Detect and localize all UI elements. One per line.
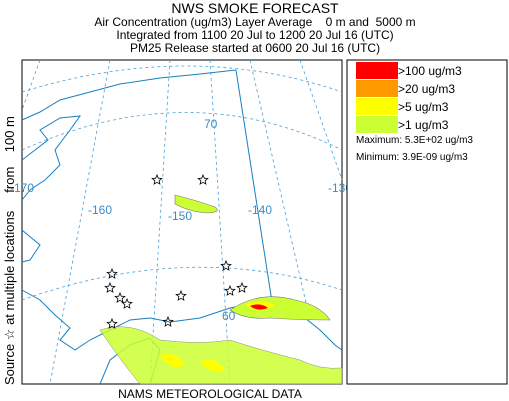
legend-frame <box>346 59 508 385</box>
grid-label: -130 <box>328 181 352 195</box>
legend-label: >1 ug/m3 <box>398 118 449 132</box>
grid-label: -140 <box>248 203 272 217</box>
grid-label: -150 <box>168 209 192 223</box>
source-star <box>151 173 163 185</box>
grid-label: -160 <box>88 203 112 217</box>
source-star <box>106 267 118 279</box>
source-star <box>236 281 248 293</box>
graticule <box>21 59 343 385</box>
maximum: Maximum: 5.3E+02 ug/m3 <box>356 135 473 146</box>
source-star <box>106 317 118 329</box>
grid-label: 70 <box>204 117 218 131</box>
smoke-plume <box>250 304 268 310</box>
legend-label: >100 ug/m3 <box>398 64 462 78</box>
graticule <box>21 65 343 93</box>
source-star <box>175 289 187 301</box>
map: -170 -160 -150 -140 -130 70 60 <box>10 59 352 385</box>
graticule <box>21 112 343 151</box>
legend-swatch <box>356 80 398 97</box>
minimum: Minimum: 3.9E-09 ug/m3 <box>356 152 468 163</box>
smoke-plume <box>174 194 218 214</box>
source-star <box>197 173 209 185</box>
smoke-plume <box>99 326 343 385</box>
source-star <box>121 297 133 309</box>
source-star <box>220 259 232 271</box>
legend-label: >5 ug/m3 <box>398 100 449 114</box>
source-star <box>104 281 116 293</box>
source-star <box>224 284 236 296</box>
grid-label: -170 <box>10 181 34 195</box>
header-line: Air Concentration (ug/m3) Layer Average … <box>94 15 415 29</box>
coastline <box>21 69 343 385</box>
source-star <box>114 291 126 303</box>
border <box>235 69 273 303</box>
map-frame <box>21 59 343 385</box>
header-line: PM25 Release started at 0600 20 Jul 16 (… <box>130 41 380 55</box>
legend-swatch <box>356 62 398 79</box>
legend-swatch <box>356 116 398 133</box>
smoke-plume <box>160 353 225 372</box>
graticule <box>21 266 343 301</box>
legend-swatch <box>356 98 398 115</box>
legend-label: >20 ug/m3 <box>398 82 455 96</box>
side-label: Source ☆ at multiple locations from 100 … <box>2 116 17 385</box>
grid-label: 60 <box>222 309 236 323</box>
title: NWS SMOKE FORECAST <box>171 0 339 16</box>
header-line: Integrated from 1100 20 Jul to 1200 20 J… <box>116 28 393 42</box>
source-star <box>162 315 174 327</box>
footer: NAMS METEOROLOGICAL DATA <box>118 387 302 401</box>
